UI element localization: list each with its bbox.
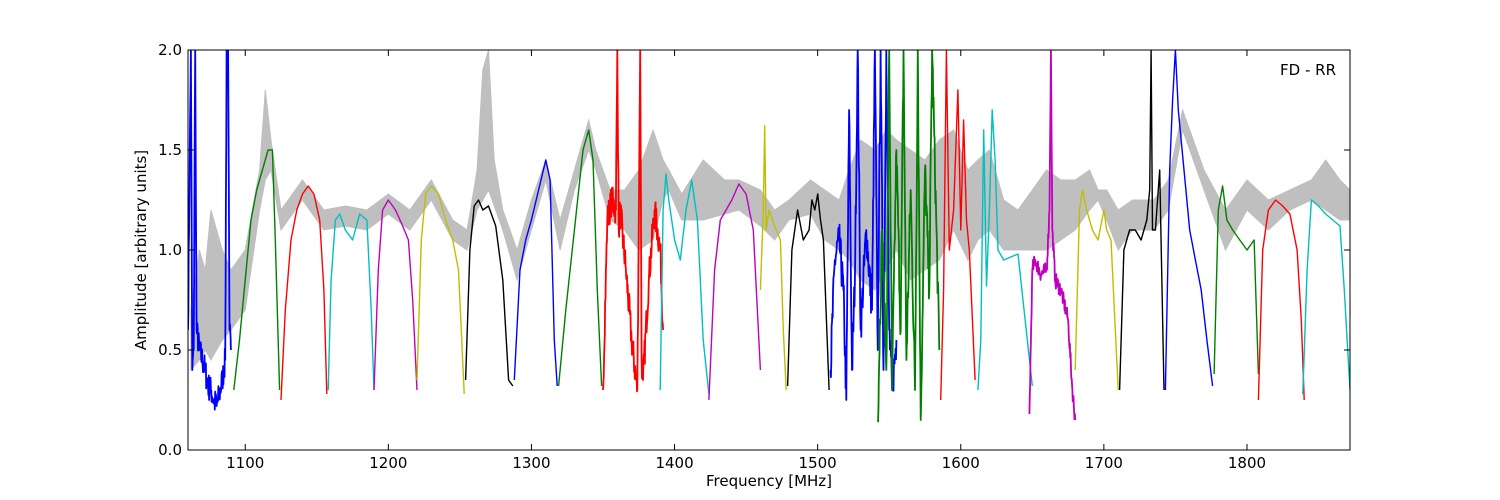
series-line-4 (327, 213, 375, 391)
series-line-23 (1213, 185, 1260, 375)
series-line-19 (1028, 50, 1077, 421)
series-line-16 (876, 50, 941, 423)
series-line-8 (513, 159, 558, 387)
series-line-20 (1074, 189, 1119, 391)
series-line-15 (829, 50, 898, 401)
series-line-25 (1302, 199, 1350, 395)
reference-band-layer (190, 50, 1350, 372)
x-tick-label: 1800 (1228, 454, 1266, 472)
reference-band (190, 50, 1350, 372)
x-tick-label: 1700 (1085, 454, 1123, 472)
series-line-6 (416, 185, 465, 395)
series-line-13 (759, 125, 787, 391)
series-layer (188, 50, 1350, 423)
series-line-21 (1118, 50, 1165, 391)
x-tick-label: 1400 (655, 454, 693, 472)
x-tick-label: 1500 (799, 454, 837, 472)
series-line-24 (1257, 199, 1305, 401)
x-axis-label: Frequency [MHz] (706, 472, 832, 490)
x-axis: 1100 1200 1300 1400 1500 1600 1700 1800 (226, 50, 1266, 472)
y-tick-label: 2.0 (158, 41, 182, 59)
series-line-9 (557, 129, 603, 387)
x-tick-label: 1600 (942, 454, 980, 472)
plot-frame (187, 49, 1351, 451)
y-axis-label: Amplitude [arbitrary units] (132, 150, 150, 350)
y-tick-label: 0.5 (158, 341, 182, 359)
series-line-2 (233, 149, 281, 391)
series-line-1 (188, 50, 232, 411)
series-line-7 (464, 199, 514, 387)
series-line-12 (708, 183, 762, 401)
x-tick-label: 1300 (512, 454, 550, 472)
x-tick-label: 1200 (369, 454, 407, 472)
series-line-17 (940, 50, 976, 401)
y-axis: 0.0 0.5 1.0 1.5 2.0 (158, 41, 1350, 459)
series-line-3 (280, 185, 328, 401)
series-line-5 (373, 199, 418, 391)
x-tick-label: 1100 (226, 454, 264, 472)
y-tick-label: 0.0 (158, 441, 182, 459)
series-line-22 (1164, 50, 1214, 391)
annotation-label: FD - RR (1280, 61, 1336, 79)
y-tick-label: 1.5 (158, 141, 182, 159)
series-line-11 (659, 173, 710, 395)
y-tick-label: 1.0 (158, 241, 182, 259)
series-line-18 (977, 109, 1033, 391)
series-line-14 (786, 193, 830, 391)
series-line-10 (602, 50, 664, 393)
